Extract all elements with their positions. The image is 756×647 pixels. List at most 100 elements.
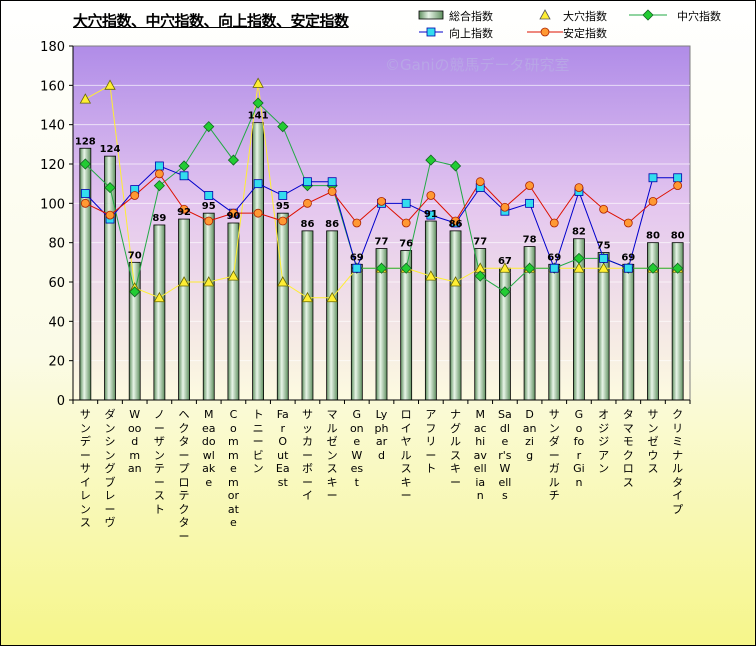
data-point: [647, 262, 659, 274]
x-tick-label: Machiavellian: [473, 408, 487, 502]
legend-label-ooana: 大穴指数: [563, 10, 607, 23]
data-point: [499, 262, 511, 273]
data-point: [573, 252, 585, 264]
x-tick-label: ダンシングブレーヴ: [104, 408, 116, 529]
data-point: [229, 208, 238, 218]
data-point: [525, 198, 534, 208]
data-point: [623, 263, 633, 273]
data-point: [400, 262, 412, 274]
x-tick-label: Woodman: [127, 408, 142, 475]
x-tick-label: ヘクタープロテクター: [178, 408, 190, 543]
y-tick-label: 100: [40, 197, 65, 212]
data-point: [278, 191, 288, 200]
data-point: [401, 198, 411, 208]
data-point: [153, 180, 165, 192]
bars: [79, 122, 684, 401]
data-point: [303, 198, 312, 208]
legend-label-antei: 安定指数: [563, 27, 607, 40]
x-tick-label: ノーザンテースト: [153, 408, 165, 516]
data-point: [352, 263, 362, 273]
bar-data-label: 77: [375, 237, 389, 248]
data-point: [154, 169, 164, 179]
bar-data-label: 69: [547, 252, 561, 263]
y-tick-label: 80: [48, 237, 65, 252]
x-tick-label: Danzig: [522, 408, 537, 462]
bar-value-labels: 128 124 70 89 92 95 90 141 95 86 86 69 77 76 91 86 77 67 7…: [75, 111, 685, 268]
chart-title: 大穴指数、中穴指数、向上指数、安定指数: [73, 12, 349, 30]
y-axis: 0 20 40 60 80 100 120 140 160 180: [40, 40, 691, 409]
data-point: [277, 121, 289, 133]
y-tick-label: 180: [40, 40, 65, 55]
data-point: [425, 154, 437, 166]
data-point: [574, 183, 584, 193]
y-tick-label: 140: [40, 119, 65, 134]
data-point: [227, 154, 239, 166]
data-point: [597, 262, 610, 273]
data-point: [253, 208, 263, 218]
legend-marker-antei: [540, 27, 550, 37]
data-point: [549, 263, 559, 273]
data-point: [80, 189, 90, 198]
data-point: [599, 204, 609, 214]
data-point: [179, 171, 189, 181]
data-point: [401, 218, 411, 228]
data-point: [252, 77, 264, 88]
data-point: [277, 276, 289, 287]
data-point: [301, 291, 314, 303]
x-tick-label: タマモクロス: [622, 408, 634, 489]
bar-data-label: 128: [75, 136, 96, 147]
bar-data-label: 69: [350, 252, 364, 263]
data-point: [375, 262, 388, 274]
x-tick-label: Go for Gin: [573, 408, 585, 489]
watermark: ©Ganiの競馬データ研究室: [385, 56, 570, 74]
bar: [153, 224, 166, 401]
data-point: [178, 276, 190, 287]
legend-marker-chuuana: [642, 9, 654, 21]
x-tick-label: サッカーボーイ: [301, 408, 313, 502]
x-tick-label: トニービン: [252, 408, 264, 475]
y-tick-label: 20: [48, 355, 65, 370]
data-point: [327, 187, 337, 196]
bar-data-label: 91: [424, 209, 438, 220]
data-point: [648, 196, 658, 206]
data-point: [303, 177, 312, 187]
data-point: [327, 177, 337, 187]
data-point: [451, 216, 460, 226]
data-point: [673, 181, 683, 191]
x-tick-label: ナグルスキー: [450, 408, 462, 489]
data-point: [80, 198, 90, 208]
data-point: [525, 181, 534, 191]
data-point: [178, 160, 190, 172]
data-point: [227, 270, 240, 281]
bar-data-label: 82: [572, 227, 586, 238]
bar-data-label: 86: [449, 219, 463, 230]
x-tick-label: クリミナルタイプ: [672, 408, 684, 516]
data-point: [352, 218, 362, 228]
legend-marker-ooana: [539, 9, 551, 20]
x-tick-label: Far Out East: [275, 408, 290, 489]
data-point: [104, 182, 116, 194]
data-point: [426, 191, 436, 200]
x-tick-label: Meadowlake: [201, 408, 216, 489]
data-point: [425, 270, 437, 281]
x-tick-label: Lyphard: [374, 408, 389, 462]
data-point: [130, 191, 140, 200]
x-tick-label: サンゼウス: [647, 408, 659, 475]
bar: [449, 230, 462, 401]
bar: [548, 263, 561, 401]
data-point: [129, 286, 141, 298]
y-tick-label: 60: [48, 276, 65, 291]
bar: [350, 263, 363, 401]
y-tick-label: 120: [40, 158, 65, 173]
x-tick-label: サンダーガルチ: [548, 408, 560, 502]
bar-data-label: 86: [325, 219, 339, 230]
bar: [326, 230, 339, 401]
data-point: [426, 210, 436, 220]
bar-data-label: 77: [473, 237, 487, 248]
data-point: [449, 160, 462, 172]
bar-data-label: 95: [202, 201, 216, 212]
x-tick-label: アフリート: [425, 408, 437, 475]
bar-data-label: 90: [226, 211, 240, 222]
data-point: [623, 218, 633, 228]
